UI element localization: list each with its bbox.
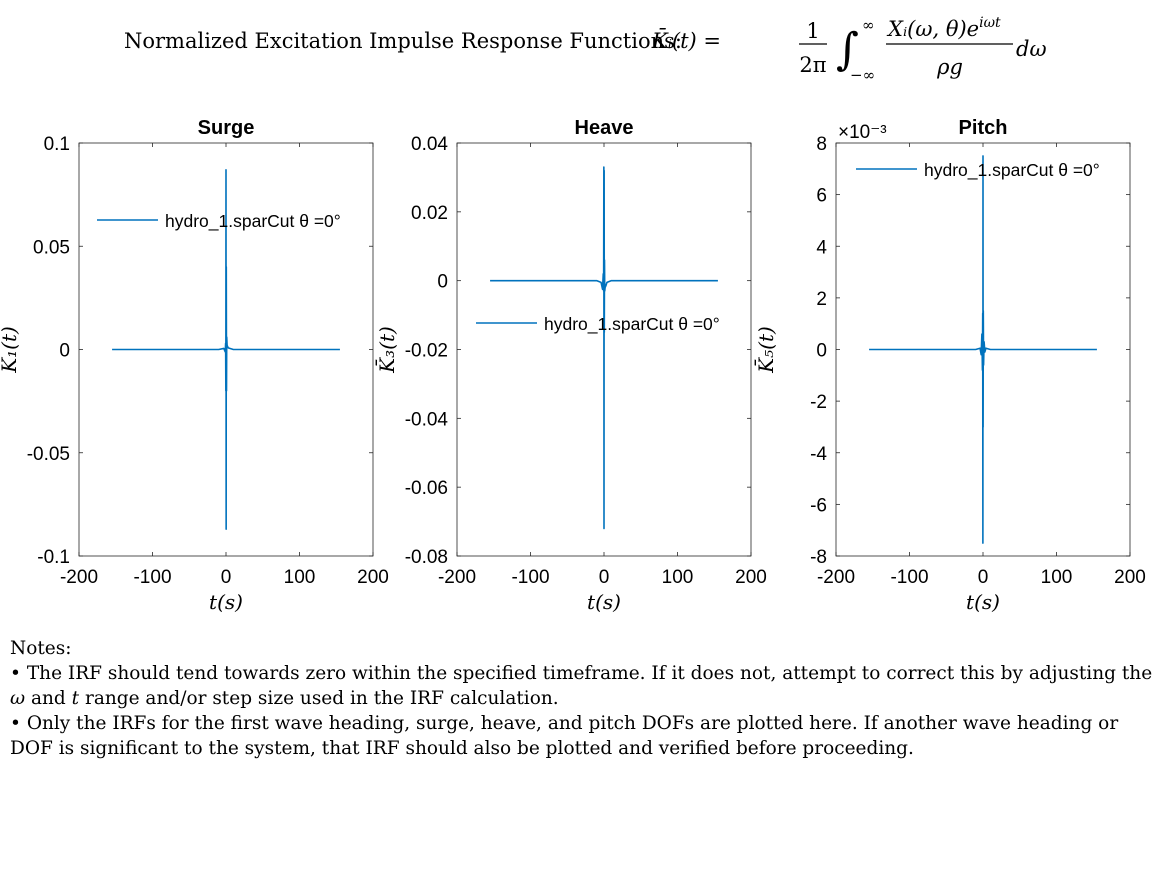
legend-label: hydro_1.sparCut θ =0°	[165, 211, 341, 232]
note-bullet: •	[10, 713, 21, 734]
title-formula-tail: dω	[1016, 37, 1047, 61]
note-item-2: • Only the IRFs for the first wave headi…	[10, 711, 1160, 761]
x-tick-label: -100	[133, 567, 171, 588]
y-tick-label: -0.02	[405, 341, 448, 362]
x-tick-label: -200	[438, 567, 476, 588]
x-tick-label: 200	[357, 567, 389, 588]
y-tick-label: -8	[810, 547, 827, 568]
y-tick-label: -4	[810, 444, 827, 465]
x-axis-label: t(s)	[209, 590, 243, 614]
title-frac1-num: 1	[806, 19, 819, 43]
x-tick-label: 0	[221, 567, 232, 588]
title-int-lower: −∞	[850, 66, 875, 84]
x-tick-label: 0	[978, 567, 989, 588]
y-tick-label: 8	[816, 134, 827, 155]
y-axis-label: K̄₃(t)	[374, 326, 399, 374]
x-tick-label: 100	[284, 567, 316, 588]
y-tick-label: -2	[810, 392, 827, 413]
title-frac2-den: ρg	[936, 55, 963, 79]
x-tick-label: -200	[817, 567, 855, 588]
note-symbol-omega: ω	[10, 688, 26, 709]
x-tick-label: 200	[1114, 567, 1146, 588]
notes-heading: Notes:	[10, 638, 72, 659]
y-tick-label: -0.06	[405, 478, 448, 499]
note-bullet: •	[10, 663, 21, 684]
legend-label: hydro_1.sparCut θ =0°	[544, 314, 720, 335]
figure-title-text: Normalized Excitation Impulse Response F…	[124, 29, 682, 53]
figure-title: Normalized Excitation Impulse Response F…	[124, 15, 1047, 84]
y-axis-label: K̄₁(t)	[0, 326, 21, 374]
chart-surge: -200 -100 0 100 200 -0.1 -0.05 0 0.05 0.1 Surge t(s…	[0, 117, 389, 614]
title-integral: ∫	[836, 24, 859, 75]
y-tick-label: 0.05	[33, 237, 70, 258]
y-tick-label: -0.04	[405, 409, 449, 430]
chart-title: Pitch	[959, 117, 1008, 139]
y-tick-label: 0.1	[44, 134, 70, 155]
y-axis-label: K̄₅(t)	[753, 326, 778, 374]
note-symbol-t: t	[71, 688, 80, 709]
y-exponent-label: ×10⁻³	[838, 122, 887, 143]
note-text: and	[25, 688, 72, 709]
x-tick-label: -200	[60, 567, 98, 588]
x-tick-label: 100	[662, 567, 694, 588]
y-tick-label: 0.04	[411, 134, 448, 155]
x-tick-label: 0	[599, 567, 610, 588]
note-text: range and/or step size used in the IRF c…	[79, 688, 559, 709]
notes-section: Notes: • The IRF should tend towards zer…	[10, 636, 1160, 761]
x-axis-label: t(s)	[587, 590, 621, 614]
x-tick-label: -100	[890, 567, 928, 588]
title-frac2-num-sup: iωt	[979, 15, 1001, 31]
x-tick-label: -100	[511, 567, 549, 588]
y-tick-label: -0.1	[37, 547, 70, 568]
y-tick-label: 0	[437, 272, 448, 293]
y-tick-label: -0.08	[405, 547, 448, 568]
title-frac2-num-base: Xᵢ(ω, θ)e	[886, 17, 979, 41]
chart-heave: -200 -100 0 100 200 -0.08 -0.06 -0.04 -0.02 0 0.02…	[374, 117, 766, 614]
y-tick-label: -6	[810, 495, 827, 516]
series-line	[869, 155, 1097, 544]
y-tick-label: -0.05	[27, 444, 70, 465]
series-line	[112, 169, 340, 530]
title-frac1-den: 2π	[799, 53, 826, 77]
y-tick-label: 4	[816, 237, 827, 258]
y-tick-label: 2	[816, 289, 827, 310]
chart-pitch: -200 -100 0 100 200 -8 -6 -4 -2 0 2 4 6 8 ×10⁻³ Pitch t(…	[753, 117, 1145, 614]
chart-title: Surge	[198, 117, 255, 139]
legend-label: hydro_1.sparCut θ =0°	[924, 160, 1100, 181]
y-tick-label: 0	[816, 341, 827, 362]
y-tick-label: 0	[59, 341, 70, 362]
y-tick-label: 0.02	[411, 203, 448, 224]
x-tick-label: 100	[1041, 567, 1073, 588]
x-axis-label: t(s)	[966, 590, 1000, 614]
charts-area: -200 -100 0 100 200-0.1-0.0500.050.1Surget(s…	[0, 117, 1146, 614]
note-text: Only the IRFs for the first wave heading…	[10, 713, 1119, 759]
title-int-upper: ∞	[862, 16, 875, 34]
title-frac2-num: Xᵢ(ω, θ)eiωt	[886, 15, 1001, 41]
title-formula-lhs: K̄ᵢ(t) =	[651, 28, 721, 53]
chart-title: Heave	[575, 117, 634, 139]
y-tick-label: 6	[816, 186, 827, 207]
note-item-1: • The IRF should tend towards zero withi…	[10, 661, 1160, 711]
series-line	[490, 166, 718, 530]
x-tick-label: 200	[735, 567, 767, 588]
note-text: The IRF should tend towards zero within …	[26, 663, 1153, 684]
